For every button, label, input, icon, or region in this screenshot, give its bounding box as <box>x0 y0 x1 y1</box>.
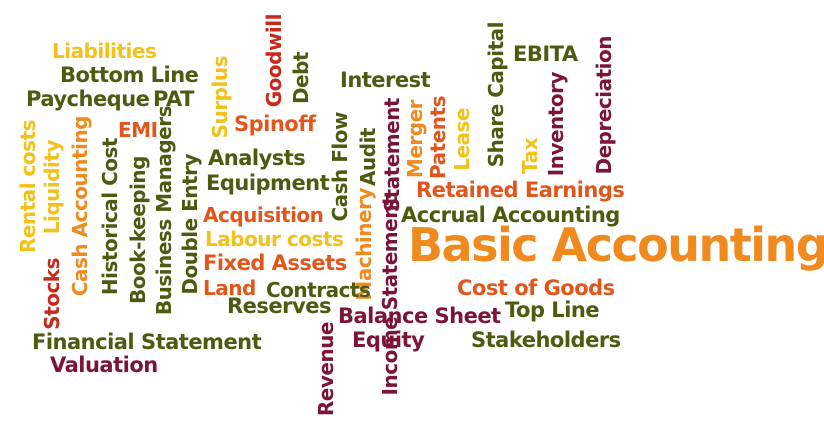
word-tax: Tax <box>518 138 542 174</box>
word-audit: Audit <box>356 128 380 186</box>
word-cash-accounting: Cash Accounting <box>68 116 92 297</box>
word-liquidity: Liquidity <box>40 140 64 235</box>
word-business-managers: Business Managers <box>152 106 176 316</box>
word-rental-costs: Rental costs <box>16 120 40 254</box>
word-stocks: Stocks <box>40 258 64 330</box>
word-inventory: Inventory <box>544 72 568 177</box>
word-paycheque: Paycheque <box>26 87 150 111</box>
word-pat: PAT <box>153 87 194 111</box>
word-interest: Interest <box>340 68 431 92</box>
word-acquisition: Acquisition <box>203 203 324 227</box>
word-patents: Patents <box>426 96 450 179</box>
word-revenue: Revenue <box>314 322 338 417</box>
word-stakeholders: Stakeholders <box>471 328 621 352</box>
word-financial-statement: Financial Statement <box>32 330 262 354</box>
word-valuation: Valuation <box>50 353 158 377</box>
word-historical-cost: Historical Cost <box>98 138 122 296</box>
word-share-capital: Share Capital <box>484 22 508 168</box>
word-cash-flow: Cash Flow <box>328 112 352 222</box>
word-cost-of-goods: Cost of Goods <box>457 276 615 300</box>
word-surplus: Surplus <box>208 56 232 139</box>
word-reserves: Reserves <box>227 294 331 318</box>
word-spinoff: Spinoff <box>234 112 316 136</box>
word-land: Land <box>203 276 256 300</box>
word-balance-sheet: Balance Sheet <box>338 304 501 328</box>
word-depreciation: Depreciation <box>592 36 616 175</box>
word-labour-costs: Labour costs <box>205 227 344 251</box>
word-basic-accounting: Basic Accounting <box>408 218 824 272</box>
word-retained-earnings: Retained Earnings <box>416 178 625 202</box>
word-analysts: Analysts <box>208 146 306 170</box>
word-merger: Merger <box>403 100 427 179</box>
word-ebita: EBITA <box>513 42 578 66</box>
word-liabilities: Liabilities <box>52 39 157 63</box>
word-emi: EMI <box>118 118 158 142</box>
word-double-entry: Double Entry <box>178 154 202 295</box>
word-book-keeping: Book-keeping <box>126 156 150 304</box>
word-bottom-line: Bottom Line <box>60 63 199 87</box>
word-income-statement: Income Statement <box>378 196 402 396</box>
word-fixed-assets: Fixed Assets <box>203 251 347 275</box>
word-equity: Equity <box>352 328 425 352</box>
word-debt: Debt <box>289 52 313 105</box>
word-goodwill: Goodwill <box>262 14 286 108</box>
word-accrual-accounting: Accrual Accounting <box>401 203 620 227</box>
word-lease: Lease <box>450 108 474 171</box>
word-contracts: Contracts <box>266 278 371 302</box>
word-top-line: Top Line <box>505 298 600 322</box>
word-equipment: Equipment <box>206 171 330 195</box>
